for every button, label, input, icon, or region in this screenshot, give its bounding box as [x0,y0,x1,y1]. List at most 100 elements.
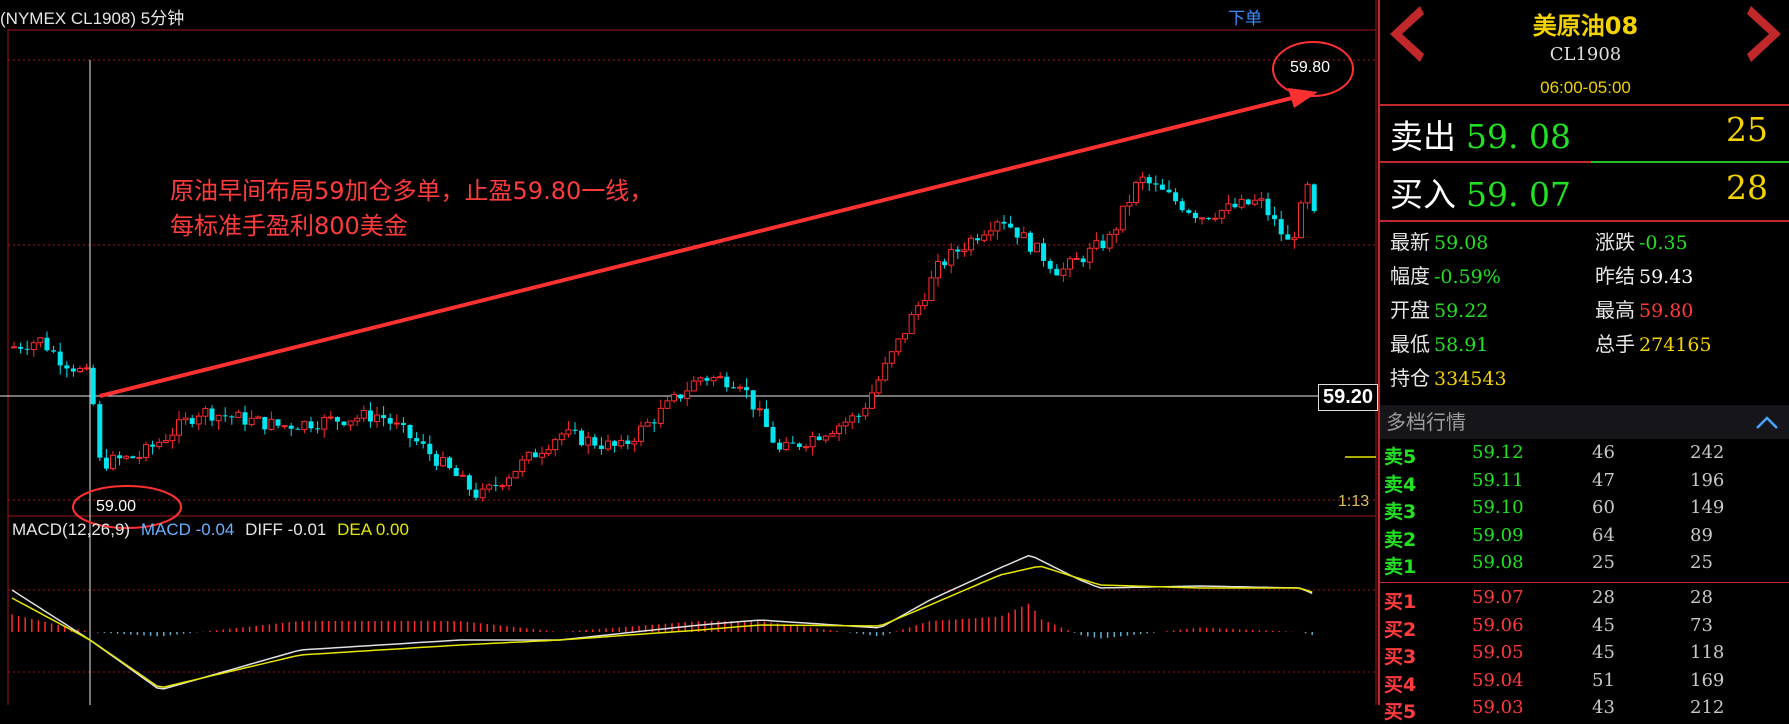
stat-5: 最高 59.80 [1595,294,1693,323]
prev-instrument-icon[interactable] [1384,4,1430,64]
next-instrument-icon[interactable] [1741,4,1787,64]
macd-legend: MACD(12,26,9) MACD -0.04 DIFF -0.01 DEA … [12,520,415,540]
candle-body [968,237,974,251]
candle-body [1020,232,1027,239]
candle-body [921,299,928,307]
candle-body [229,416,235,418]
candle-body [875,379,882,394]
sell-quote[interactable]: 卖出 59. 08 25 [1390,110,1789,158]
candle-body [1192,212,1198,219]
candle-body [519,459,526,472]
candle-body [420,441,426,444]
stat-value: 59.43 [1639,266,1694,288]
sell-qty: 25 [1726,110,1768,149]
candle-body [862,407,869,417]
depth-price: 59.07 [1472,587,1524,608]
candle-body [433,454,439,466]
candle-body [1106,233,1113,249]
candle-body [176,419,182,436]
candle-body [1218,209,1225,219]
candle-body [657,407,664,424]
chevron-up-icon[interactable] [1755,413,1779,431]
candle-body [1086,247,1093,263]
depth-row[interactable]: 卖5 59.12 46 242 [1380,440,1789,468]
depth-title: 多档行情 [1386,410,1466,434]
stat-label: 昨结 [1595,264,1635,288]
candle-body [493,484,499,486]
candle-body [1034,242,1040,253]
candle-body [882,362,889,381]
candle-body [618,440,625,447]
depth-label: 卖4 [1384,473,1417,496]
candle-body [393,422,400,425]
candle-body [565,429,572,435]
price-chart-area[interactable]: (NYMEX CL1908) 5分钟 下单 原油早间布局59加仓多单，止盈59.… [0,0,1378,705]
candle-body [915,305,922,316]
candle-body [1206,217,1212,219]
depth-row[interactable]: 买1 59.07 28 28 [1380,585,1789,613]
candle-body [942,261,948,266]
depth-price: 59.12 [1472,442,1524,463]
candle-body [975,238,981,241]
candle-body [1100,240,1106,249]
candle-body [512,470,519,479]
candle-body [473,489,479,498]
candle-body [678,394,684,399]
candle-body [57,351,63,366]
stat-label: 幅度 [1390,264,1430,288]
stat-label: 最低 [1390,332,1430,356]
crosshair-time-tag: 1:13 [1338,493,1370,510]
candle-body [235,411,242,418]
buy-quote[interactable]: 买入 59. 07 28 [1390,168,1789,216]
candle-body [1041,243,1047,261]
candle-body [704,377,710,381]
depth-vol: 45 [1592,614,1615,636]
candle-body [182,417,189,421]
order-link[interactable]: 下单 [1228,9,1262,28]
candle-body [981,234,988,241]
stat-value: 334543 [1434,368,1507,390]
dea-value: DEA 0.00 [337,520,409,539]
candle-body [414,438,420,442]
stat-value: -0.35 [1639,232,1688,254]
depth-row[interactable]: 买4 59.04 51 169 [1380,668,1789,696]
instrument-name: 美原油08 [1532,12,1639,40]
depth-row[interactable]: 卖1 59.08 25 25 [1380,550,1789,578]
candle-body [1304,183,1311,204]
candle-body [1008,223,1014,228]
candle-body [1073,258,1080,261]
candle-body [354,417,361,422]
candle-body [955,249,961,252]
depth-cum: 118 [1690,642,1725,663]
depth-vol: 60 [1592,497,1615,518]
chart-canvas[interactable] [0,0,1378,705]
depth-row[interactable]: 买5 59.03 43 212 [1380,695,1789,723]
candle-body [750,390,756,410]
candle-body [407,424,413,439]
candle-body [1080,258,1086,263]
candle-body [1186,210,1192,213]
candle-body [1001,221,1007,224]
depth-row[interactable]: 买3 59.05 45 118 [1380,640,1789,668]
diff-value: DIFF -0.01 [245,520,327,539]
candle-body [822,435,829,441]
depth-row[interactable]: 买2 59.06 45 73 [1380,613,1789,641]
depth-header: 多档行情 [1380,405,1789,439]
depth-label: 卖3 [1384,501,1417,523]
candle-body [1251,199,1258,205]
depth-row[interactable]: 卖2 59.09 64 89 [1380,523,1789,551]
candle-body [70,368,76,372]
depth-label: 卖5 [1384,446,1417,468]
depth-vol: 25 [1592,552,1615,573]
candle-body [592,437,598,446]
candle-body [479,488,486,499]
divider [1380,161,1591,163]
candle-body [532,452,538,458]
candle-body [1278,219,1284,235]
depth-cum: 28 [1690,587,1713,608]
candle-body [928,277,935,301]
candle-body [334,417,340,422]
depth-row[interactable]: 卖3 59.10 60 149 [1380,495,1789,523]
candle-body [671,394,677,402]
depth-row[interactable]: 卖4 59.11 47 196 [1380,468,1789,496]
